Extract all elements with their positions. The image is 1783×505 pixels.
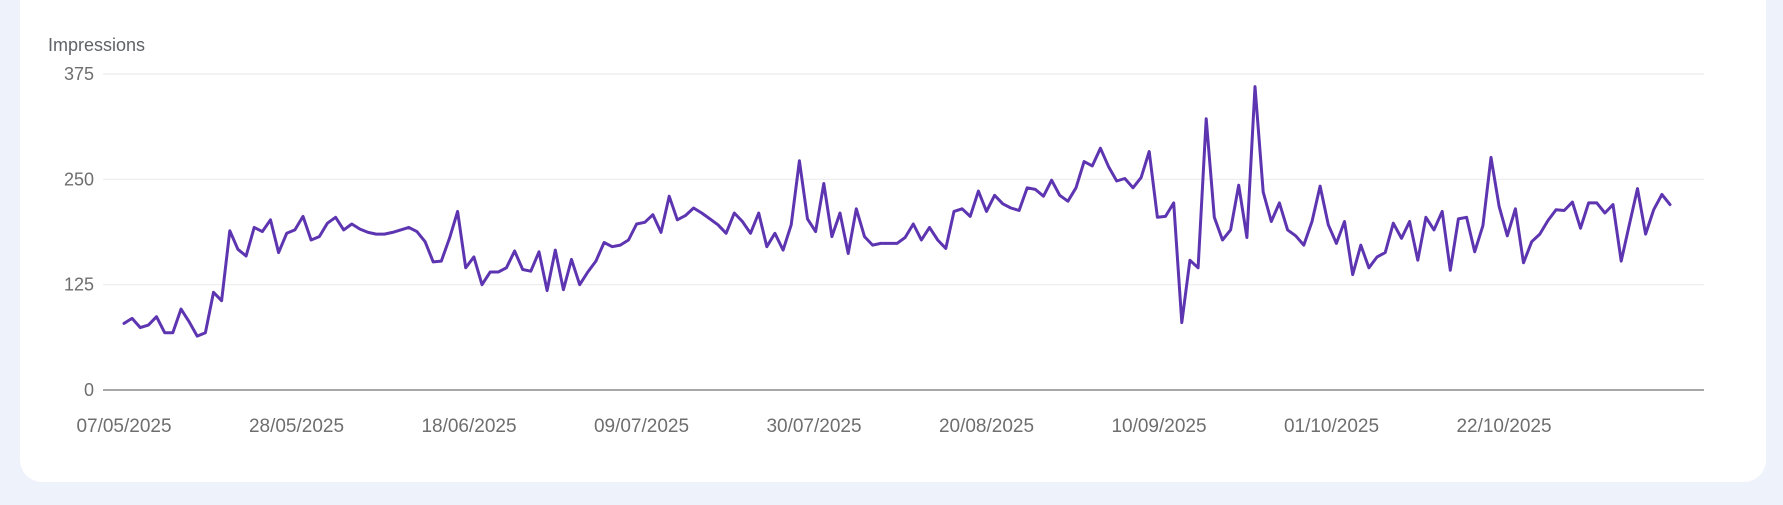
gridlines — [103, 73, 1704, 391]
x-tick-label: 18/06/2025 — [421, 416, 516, 437]
y-tick-label: 375 — [64, 64, 94, 84]
x-tick-label: 22/10/2025 — [1456, 416, 1551, 437]
x-tick-label: 10/09/2025 — [1111, 416, 1206, 437]
x-tick-label: 28/05/2025 — [249, 416, 344, 437]
x-axis-ticks: 07/05/2025 28/05/2025 18/06/2025 09/07/2025… — [76, 416, 1551, 437]
x-tick-label: 07/05/2025 — [76, 416, 171, 437]
y-axis-title: Impressions — [48, 35, 146, 55]
x-tick-label: 01/10/2025 — [1284, 416, 1379, 437]
y-axis-ticks: 0 125 250 375 — [64, 64, 94, 400]
y-tick-label: 250 — [64, 169, 94, 189]
y-tick-label: 0 — [84, 380, 94, 400]
x-tick-label: 09/07/2025 — [594, 416, 689, 437]
y-tick-label: 125 — [64, 275, 94, 295]
impressions-series-line[interactable] — [122, 85, 1672, 338]
x-tick-label: 30/07/2025 — [766, 416, 861, 437]
x-tick-label: 20/08/2025 — [939, 416, 1034, 437]
